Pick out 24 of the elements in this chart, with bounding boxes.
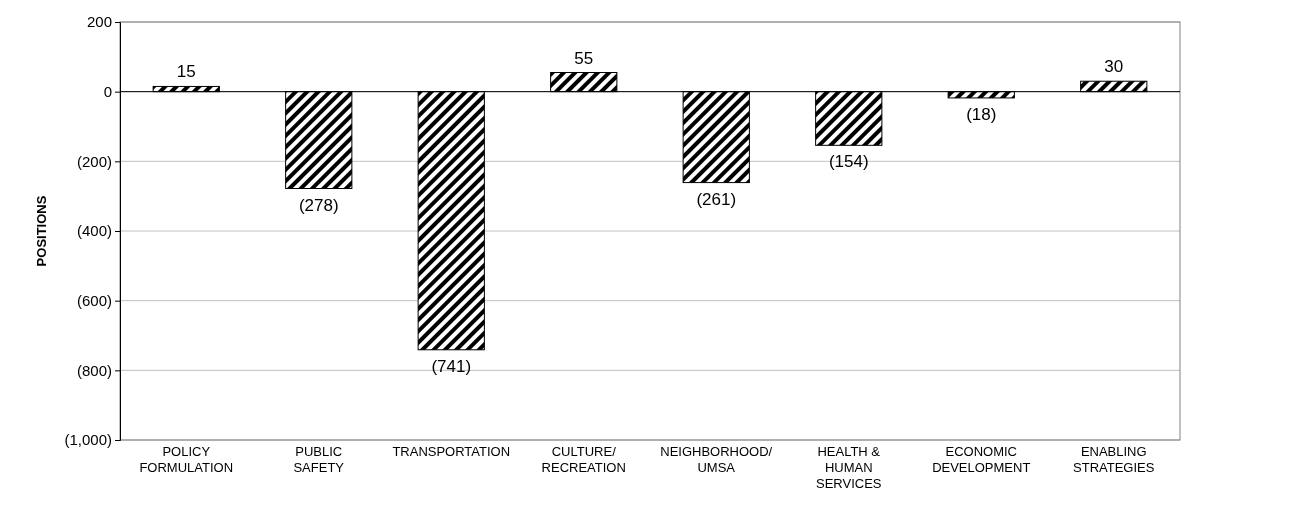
x-tick-label: PUBLIC SAFETY	[293, 444, 345, 475]
data-label: 15	[176, 62, 196, 82]
y-tick-label: (1,000)	[64, 431, 112, 449]
y-tick-label: (200)	[76, 152, 112, 170]
data-label: (741)	[431, 356, 472, 376]
y-tick-label: (600)	[76, 291, 112, 309]
x-tick-label: POLICY FORMULATION	[139, 444, 234, 475]
x-tick-label: HEALTH & HUMAN SERVICES	[815, 444, 882, 491]
data-label: (261)	[696, 189, 737, 209]
data-label: 55	[574, 48, 594, 68]
x-tick-label: NEIGHBORHOOD/ UMSA	[660, 444, 773, 475]
y-tick-label: (400)	[76, 222, 112, 240]
data-label: (278)	[298, 195, 339, 215]
data-label: 30	[1104, 57, 1124, 77]
x-tick-label: TRANSPORTATION	[392, 444, 511, 459]
x-tick-label: CULTURE/ RECREATION	[541, 444, 626, 475]
y-tick-label: (800)	[76, 361, 112, 379]
data-label: (154)	[828, 152, 869, 172]
x-tick-label: ECONOMIC DEVELOPMENT	[932, 444, 1031, 475]
y-tick-label: 0	[103, 82, 112, 100]
y-tick-label: 200	[86, 13, 112, 31]
data-label: (18)	[966, 104, 997, 124]
y-axis-title: POSITIONS	[34, 195, 49, 267]
x-tick-label: ENABLING STRATEGIES	[1073, 444, 1155, 475]
